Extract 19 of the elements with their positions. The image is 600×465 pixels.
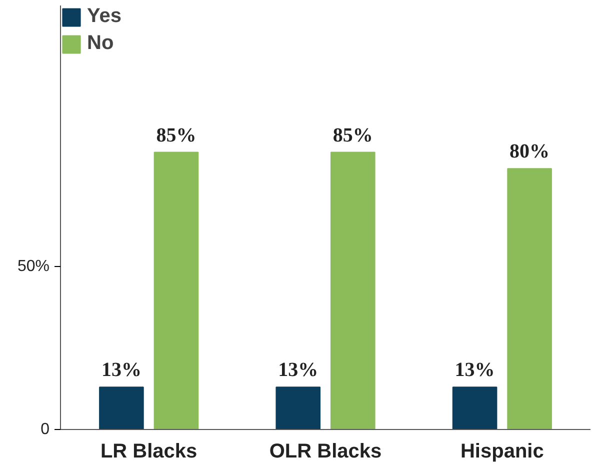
data-label: 80%	[510, 140, 550, 163]
data-label: 13%	[101, 359, 142, 382]
x-tick-label: Hispanic	[460, 440, 544, 462]
y-tick-label: 0	[40, 421, 50, 438]
bar	[330, 152, 376, 430]
data-label: 13%	[278, 359, 318, 382]
bar	[276, 386, 321, 430]
bar	[452, 386, 498, 430]
bar	[99, 386, 144, 430]
data-label: 85%	[332, 124, 373, 146]
y-tick-label: 50%	[17, 258, 50, 275]
bar	[154, 152, 199, 430]
data-label: 13%	[454, 359, 495, 382]
data-label: 85%	[156, 124, 196, 146]
legend-label: Yes	[87, 5, 122, 28]
x-tick-label: LR Blacks	[100, 440, 198, 462]
bar	[507, 168, 552, 430]
legend-label: No	[87, 32, 114, 55]
x-tick-label: OLR Blacks	[269, 440, 382, 462]
